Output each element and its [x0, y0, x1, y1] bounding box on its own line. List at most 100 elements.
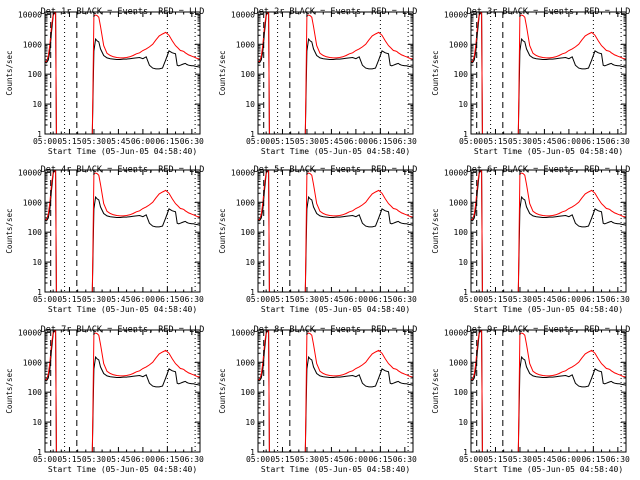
x-axis-label: Start Time (05-Jun-05 04:58:40) [261, 147, 410, 156]
x-tick-label: 05:45 [319, 295, 343, 304]
plot-frame [257, 11, 414, 135]
chart-panel-3: 1 10 100 1000 10000 05:00 05:15 05:30 05:45 06:00… [431, 7, 630, 156]
y-tick-label: 10000 [18, 328, 42, 337]
chart-panel-2: 1 10 100 1000 10000 05:00 05:15 05:30 05:45 06:00… [218, 7, 417, 156]
series-line-events [471, 170, 626, 292]
y-tick-label: 1 [250, 288, 255, 297]
x-tick-label: 06:30 [606, 137, 630, 146]
series-line-lld [258, 12, 413, 134]
chart-panel-8: 1 10 100 1000 10000 05:00 05:15 05:30 05:45 06:00… [218, 325, 417, 474]
plot-frame [470, 11, 627, 135]
x-tick-label: 05:00 [33, 137, 57, 146]
x-tick-label: 05:00 [459, 295, 483, 304]
x-tick-label: 06:00 [344, 137, 368, 146]
y-tick-label: 100 [241, 70, 256, 79]
x-tick-label: 05:30 [82, 455, 106, 464]
x-tick-label: 05:45 [532, 455, 556, 464]
x-tick-label: 06:30 [180, 137, 204, 146]
x-tick-label: 06:00 [557, 295, 581, 304]
x-tick-label: 05:00 [33, 455, 57, 464]
x-tick-label: 06:30 [180, 295, 204, 304]
y-tick-label: 10000 [231, 168, 255, 177]
x-tick-label: 06:15 [581, 137, 605, 146]
x-tick-label: 06:15 [368, 455, 392, 464]
y-tick-label: 10 [458, 100, 468, 109]
series-line-events [45, 330, 200, 452]
chart-title: Det 9r BLACK = Events, RED = LLD [467, 325, 631, 335]
x-tick-label: 06:30 [606, 455, 630, 464]
x-tick-label: 05:30 [295, 137, 319, 146]
series-line-events [45, 12, 200, 134]
y-tick-label: 100 [454, 388, 469, 397]
series-line-lld [258, 330, 413, 452]
chart-panel-6: 1 10 100 1000 10000 05:00 05:15 05:30 05:45 06:00… [431, 165, 630, 314]
plot-frame [257, 329, 414, 453]
chart-title: Det 3r BLACK = Events, RED = LLD [467, 7, 631, 17]
x-tick-label: 05:15 [57, 295, 81, 304]
y-tick-label: 100 [454, 228, 469, 237]
y-axis-label: Counts/sec [5, 208, 14, 253]
x-tick-label: 05:45 [319, 137, 343, 146]
y-tick-label: 10 [245, 258, 255, 267]
y-axis-label: Counts/sec [431, 368, 440, 413]
series-line-lld [471, 170, 626, 292]
y-tick-label: 1 [37, 448, 42, 457]
y-tick-label: 1000 [236, 40, 255, 49]
x-tick-label: 06:30 [393, 137, 417, 146]
y-axis-label: Counts/sec [5, 368, 14, 413]
y-tick-label: 1000 [449, 40, 468, 49]
y-axis-label: Counts/sec [218, 368, 227, 413]
chart-panel-1: 1 10 100 1000 10000 05:00 05:15 05:30 05:45 06:00… [5, 7, 204, 156]
series-line-lld [45, 170, 200, 292]
x-tick-label: 06:00 [557, 455, 581, 464]
y-tick-label: 1000 [449, 358, 468, 367]
x-axis-label: Start Time (05-Jun-05 04:58:40) [474, 465, 623, 474]
y-tick-label: 10000 [231, 10, 255, 19]
y-tick-label: 10000 [18, 10, 42, 19]
chart-title: Det 1r BLACK = Events, RED = LLD [41, 7, 205, 17]
x-tick-label: 05:15 [483, 137, 507, 146]
y-tick-label: 1000 [449, 198, 468, 207]
x-tick-label: 06:15 [155, 295, 179, 304]
y-tick-label: 10000 [444, 10, 468, 19]
x-tick-label: 05:15 [270, 455, 294, 464]
x-tick-label: 06:30 [393, 295, 417, 304]
series-line-lld [471, 12, 626, 134]
series-line-lld [45, 12, 200, 134]
series-line-events [258, 330, 413, 452]
y-tick-label: 100 [28, 228, 43, 237]
x-axis-label: Start Time (05-Jun-05 04:58:40) [261, 465, 410, 474]
y-axis-label: Counts/sec [431, 208, 440, 253]
chart-panel-7: 1 10 100 1000 10000 05:00 05:15 05:30 05:45 06:00… [5, 325, 204, 474]
x-tick-label: 05:00 [33, 295, 57, 304]
series-line-lld [471, 330, 626, 452]
x-tick-label: 05:15 [57, 137, 81, 146]
x-tick-label: 05:00 [459, 455, 483, 464]
y-tick-label: 1 [463, 448, 468, 457]
y-axis-label: Counts/sec [218, 50, 227, 95]
x-tick-label: 05:15 [270, 137, 294, 146]
y-tick-label: 100 [454, 70, 469, 79]
x-tick-label: 05:00 [246, 295, 270, 304]
x-axis-label: Start Time (05-Jun-05 04:58:40) [48, 305, 197, 314]
x-tick-label: 06:30 [180, 455, 204, 464]
x-tick-label: 05:30 [508, 137, 532, 146]
plot-frame [44, 329, 201, 453]
series-line-lld [45, 330, 200, 452]
x-tick-label: 06:15 [368, 295, 392, 304]
x-tick-label: 06:30 [393, 455, 417, 464]
y-tick-label: 10000 [444, 168, 468, 177]
x-tick-label: 05:30 [82, 295, 106, 304]
x-tick-label: 06:00 [131, 295, 155, 304]
x-tick-label: 06:00 [131, 137, 155, 146]
x-tick-label: 05:00 [246, 455, 270, 464]
x-tick-label: 06:00 [557, 137, 581, 146]
x-tick-label: 05:30 [508, 455, 532, 464]
chart-panel-4: 1 10 100 1000 10000 05:00 05:15 05:30 05:45 06:00… [5, 165, 204, 314]
x-axis-label: Start Time (05-Jun-05 04:58:40) [474, 147, 623, 156]
plot-frame [470, 169, 627, 293]
series-line-events [258, 170, 413, 292]
y-tick-label: 10 [458, 258, 468, 267]
y-tick-label: 10 [245, 100, 255, 109]
